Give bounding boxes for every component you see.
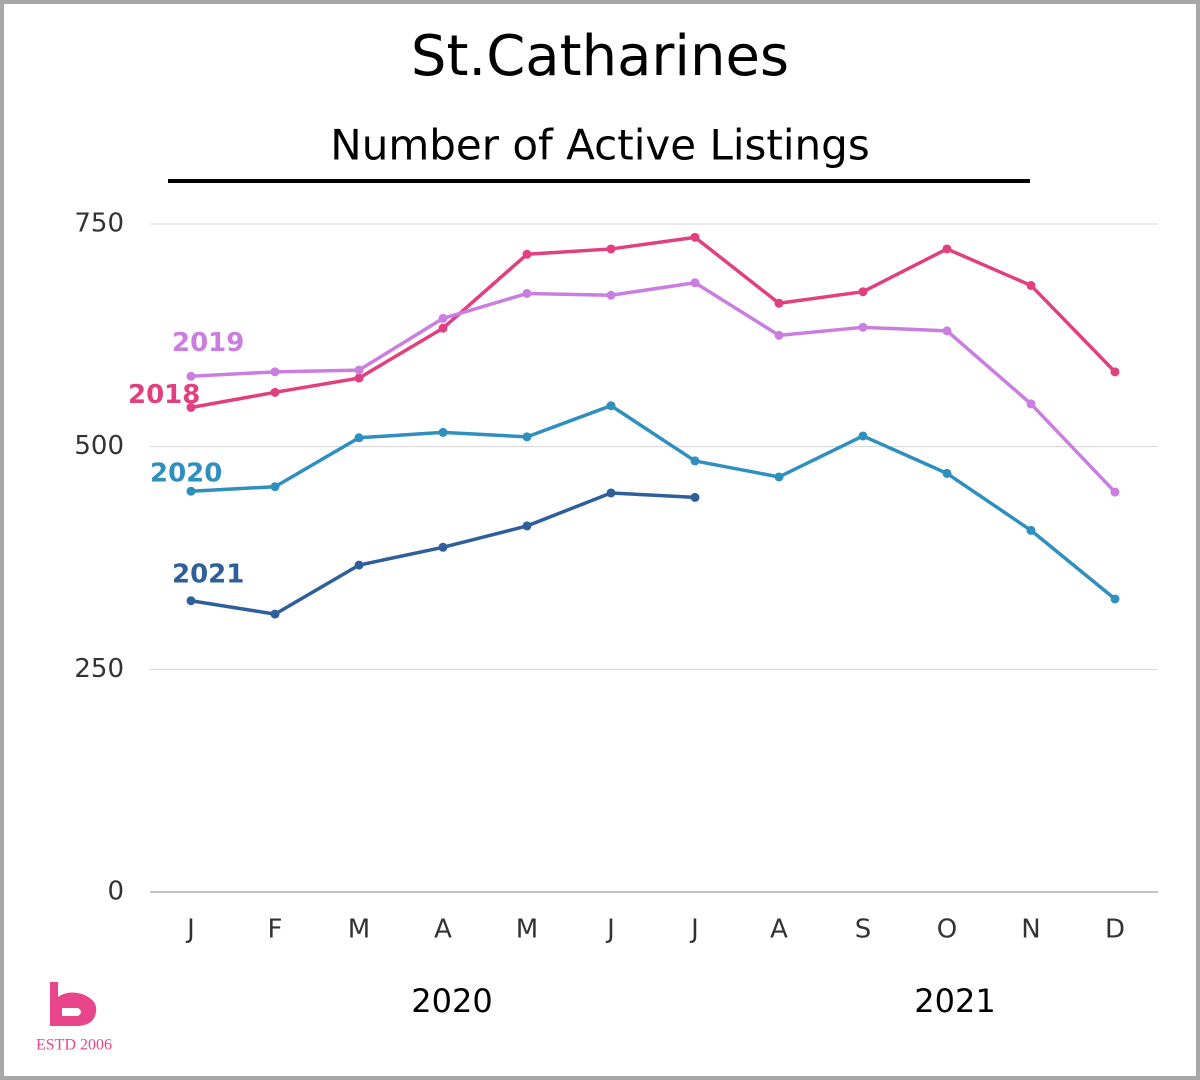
series-point [942,326,952,336]
series-point [606,290,616,300]
series-point [186,402,196,412]
x-tick-label: O [937,915,957,945]
series-point [522,288,532,298]
logo-text: ESTD 2006 [36,1037,112,1054]
series-point [858,322,868,332]
series-label: 2020 [150,459,222,489]
series-point [438,323,448,333]
logo: ESTD 2006 [36,982,112,1054]
series-line [190,281,1117,494]
x-tick-label: J [605,915,615,945]
series-point [774,298,784,308]
x-tick-label: F [268,915,283,945]
series-point [942,468,952,478]
series-line [190,235,1117,410]
series-point [1110,487,1120,497]
series-point [522,521,532,531]
x-tick-label: J [185,915,195,945]
series-point [606,488,616,498]
series-point [438,542,448,552]
x-tick-label: M [516,915,538,945]
chart-title: St.Catharines [411,24,789,89]
series-point [858,287,868,297]
x-tick-label: A [434,915,452,945]
series-point [690,492,700,502]
series-point [1026,399,1036,409]
series-point [270,609,280,619]
chart-subtitle: Number of Active Listings [330,121,869,170]
series-point [522,432,532,442]
logo-mark [50,982,97,1026]
series-point [270,367,280,377]
series-point [522,249,532,259]
series-point [186,596,196,606]
x-tick-label: J [689,915,699,945]
series-label: 2021 [172,559,244,589]
series-point [1026,525,1036,535]
series-point [438,427,448,437]
series-point [690,278,700,288]
y-tick-label: 750 [74,209,124,239]
x-tick-label: A [770,915,788,945]
series-point [354,365,364,375]
series-point [942,244,952,254]
y-tick-label: 0 [107,877,124,907]
x-tick-label: M [348,915,370,945]
series-point [690,456,700,466]
series-point [438,313,448,323]
series-point [270,482,280,492]
series-point [606,244,616,254]
x-group-label: 2020 [411,982,492,1020]
series-point [858,431,868,441]
series-point [354,560,364,570]
series-point [1110,594,1120,604]
series-point [186,371,196,381]
x-tick-label: S [855,915,872,945]
series-label: 2019 [172,328,244,358]
series-point [354,433,364,443]
y-tick-label: 250 [74,654,124,684]
series-point [1026,280,1036,290]
series-point [606,401,616,411]
x-group-label: 2021 [914,982,995,1020]
series-point [774,330,784,340]
x-tick-label: N [1021,915,1040,945]
series-point [690,232,700,242]
y-tick-label: 500 [74,431,124,461]
series-point [270,387,280,397]
series-point [186,486,196,496]
series-point [354,373,364,383]
series-line [190,403,1117,601]
x-tick-label: D [1105,915,1125,945]
series-label: 2018 [128,380,200,410]
series-point [1110,367,1120,377]
series-point [774,472,784,482]
